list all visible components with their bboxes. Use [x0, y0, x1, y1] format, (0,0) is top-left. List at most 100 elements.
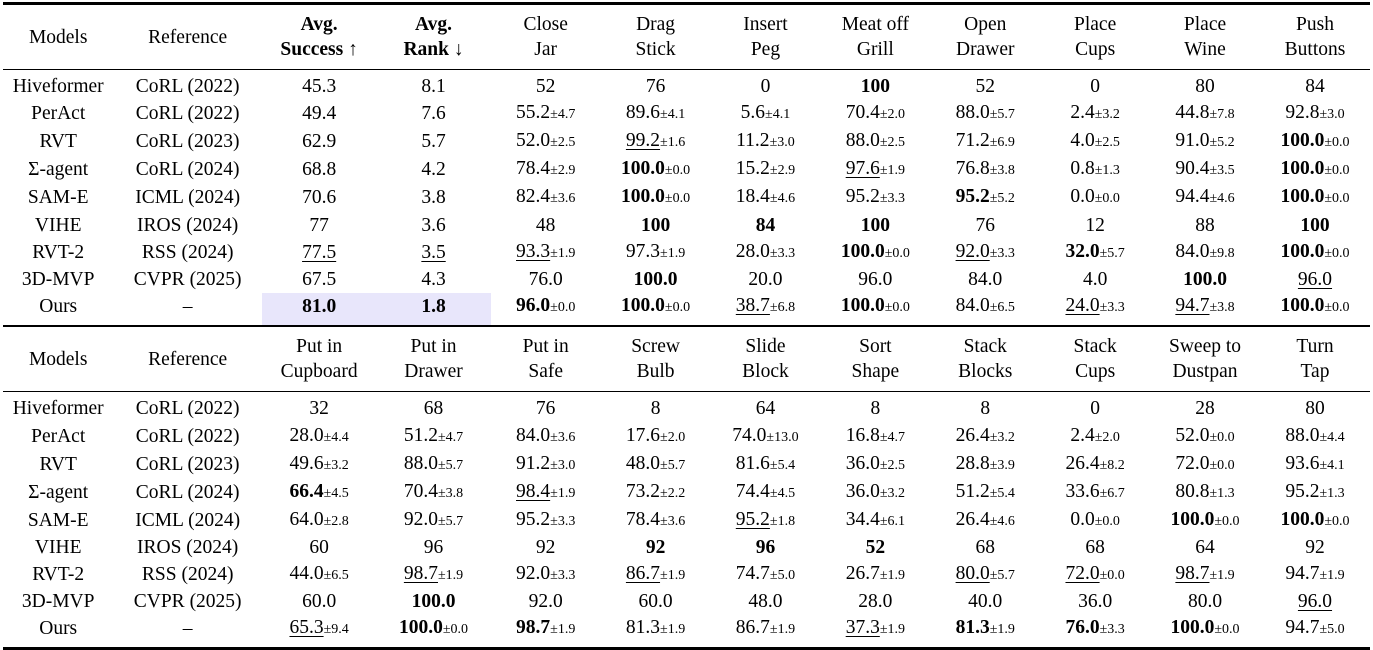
header-task-line2: Block [742, 361, 789, 383]
score-value: 48.0 [625, 452, 661, 474]
score-value: 45.3 [302, 76, 337, 98]
score-std: ±5.2 [989, 191, 1015, 207]
score-value: 3.8 [421, 187, 446, 209]
score-cell: 96.0 [820, 267, 930, 293]
table-row: VIHE IROS (2024) 60 96 92 92 96 52 68 68 64 92 [3, 535, 1370, 561]
score-value: 89.6 [625, 102, 661, 124]
score-cell: 91.2±3.0 [491, 451, 601, 479]
header-task-line2: Stick [635, 39, 676, 60]
score-value: 76.8 [955, 158, 990, 180]
score-std: ±4.7 [438, 429, 464, 445]
score-std: ±4.6 [769, 191, 796, 207]
score-value: 96.0 [1297, 591, 1333, 613]
score-value: 100.0 [1280, 130, 1325, 152]
header-task-line1: Meat off [841, 14, 910, 35]
score-cell: 34.4±6.1 [820, 507, 930, 535]
score-cell: 88.0±4.4 [1260, 423, 1370, 451]
score-value: 88.0 [845, 130, 880, 152]
score-cell: 100 [820, 70, 930, 101]
score-cell: 76 [930, 212, 1040, 238]
score-value: 49.6 [289, 452, 324, 474]
score-value: 48.0 [748, 591, 783, 613]
score-cell: 100.0±0.0 [601, 156, 711, 184]
score-cell: 16.8±4.7 [820, 423, 930, 451]
table-row: Ours –65.3±9.4 100.0±0.0 98.7±1.9 81.3±1.9 86… [3, 615, 1370, 650]
header-task-line1: Turn [1296, 336, 1334, 358]
header-task: Open Drawer [930, 2, 1041, 70]
score-cell: 49.6±3.2 [262, 451, 376, 479]
score-value: 52 [535, 76, 556, 98]
score-value: 48 [535, 214, 556, 236]
reference-venue: IROS (2024) [137, 214, 239, 236]
score-cell: 4.2 [376, 156, 490, 184]
score-cell: 100.0±0.0 [601, 293, 711, 326]
score-std: ±0.0 [1094, 191, 1120, 207]
score-std: ±5.0 [1319, 622, 1345, 638]
score-cell: 26.4±4.6 [930, 507, 1040, 535]
score-value: 77 [309, 214, 329, 236]
score-value: 11.2 [736, 130, 770, 152]
score-std: ±0.0 [1324, 245, 1350, 261]
model-name: SAM-E [27, 187, 89, 209]
header-task: Put in Safe [490, 325, 601, 393]
reference-venue: CoRL (2023) [135, 131, 240, 153]
header-task: Put in Drawer [376, 325, 491, 393]
score-value: 40.0 [968, 591, 1003, 613]
header-task: Insert Peg [710, 2, 821, 70]
score-std: ±3.8 [989, 163, 1015, 179]
score-cell: 98.7±1.9 [376, 561, 490, 589]
model-name: PerAct [31, 425, 86, 447]
score-value: 52 [975, 76, 995, 98]
score-value: 80.8 [1175, 480, 1210, 502]
score-value: 0 [1090, 398, 1100, 420]
score-value: 18.4 [735, 186, 770, 208]
score-std: ±5.4 [769, 457, 796, 473]
score-std: ±4.1 [765, 107, 791, 123]
table-row: Ours –81.0 1.8 96.0±0.0 100.0±0.0 38.7±6.8 100… [3, 293, 1370, 327]
score-value: 5.7 [421, 131, 446, 153]
score-value: 51.2 [403, 424, 438, 446]
score-value: 81.0 [302, 296, 337, 318]
score-value: 84 [1305, 76, 1325, 98]
model-name: Ours [39, 296, 78, 318]
score-cell: 48.0 [711, 589, 821, 615]
score-value: 92.8 [1285, 102, 1320, 124]
table-row: RVT-2 RSS (2024) 77.5 3.5 93.3±1.9 97.3±1.9 28… [3, 239, 1370, 267]
score-std: ±1.9 [879, 567, 905, 583]
score-cell: 7.6 [376, 100, 490, 128]
header-task-line1: Open [964, 14, 1007, 35]
score-value: 73.2 [625, 480, 661, 502]
score-std: ±3.2 [1094, 107, 1120, 123]
score-value: 100.0 [840, 295, 885, 317]
score-cell: 95.2±1.3 [1260, 479, 1370, 507]
table-section-bottom: Models Reference Put in Cupboard Put in Dra… [3, 325, 1370, 650]
score-cell: 68.8 [262, 156, 376, 184]
score-value: 2.4 [1070, 424, 1095, 446]
score-std: ±0.0 [442, 622, 469, 638]
score-std: ±4.1 [1319, 457, 1345, 473]
header-task-line2: Tap [1300, 361, 1330, 383]
score-value: 12 [1085, 214, 1105, 236]
score-value: 34.4 [845, 508, 880, 530]
score-cell: 86.7±1.9 [601, 561, 711, 589]
score-value: 60 [309, 536, 329, 558]
score-cell: 88.0±2.5 [820, 128, 930, 156]
score-cell: 100.0±0.0 [1260, 239, 1370, 267]
score-cell: 32.0±5.7 [1040, 239, 1150, 267]
score-cell: 98.7±1.9 [490, 615, 601, 650]
score-std: ±4.5 [323, 485, 349, 501]
score-value: 76.0 [1065, 617, 1100, 639]
score-cell: 98.4±1.9 [491, 479, 601, 507]
score-value: 4.3 [421, 268, 446, 290]
score-std: ±3.3 [1099, 300, 1125, 316]
score-value: 1.8 [421, 296, 446, 318]
score-cell: 95.2±5.2 [930, 184, 1040, 212]
score-cell: 52.0±0.0 [1150, 423, 1260, 451]
score-std: ±0.0 [1324, 163, 1350, 179]
model-name: VIHE [34, 214, 82, 236]
score-std: ±1.9 [550, 485, 576, 501]
header-avg-success-line2: Success ↑ [280, 39, 358, 60]
score-value: 100.0 [621, 158, 665, 180]
score-std: ±0.0 [1209, 429, 1235, 445]
score-value: 84.0 [968, 268, 1003, 290]
